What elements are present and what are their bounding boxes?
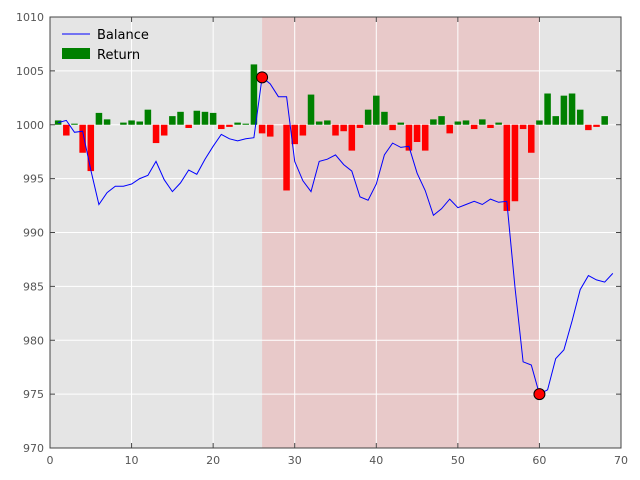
y-tick-label: 970 — [23, 442, 44, 455]
y-tick-label: 1000 — [16, 119, 44, 132]
return-bar — [544, 93, 551, 125]
return-bar — [413, 124, 421, 142]
return-bar — [348, 124, 356, 151]
return-bar — [528, 124, 535, 153]
return-bar — [54, 120, 62, 125]
return-bar — [479, 119, 486, 125]
return-bar — [103, 119, 111, 125]
return-bar — [299, 124, 307, 136]
return-bar — [511, 124, 519, 202]
return-bar — [397, 122, 405, 125]
legend-return-swatch — [62, 48, 90, 59]
return-bar — [389, 124, 396, 131]
return-bar — [601, 116, 608, 125]
x-tick-label: 50 — [451, 454, 465, 467]
return-bar — [593, 124, 600, 127]
return-bar — [209, 112, 217, 125]
y-tick-label: 1010 — [16, 11, 44, 24]
return-bar — [568, 93, 576, 125]
balance-line — [58, 76, 614, 395]
legend: Balance Return — [62, 28, 149, 63]
return-bar — [250, 64, 258, 125]
return-bar — [185, 124, 192, 128]
y-tick-label: 1005 — [16, 65, 44, 78]
return-bar — [585, 124, 592, 131]
x-tick-label: 30 — [288, 454, 302, 467]
return-bar — [283, 124, 290, 191]
return-bar — [340, 124, 347, 132]
y-tick-label: 975 — [23, 388, 44, 401]
x-tick-label: 70 — [614, 454, 628, 467]
return-bar — [446, 124, 453, 134]
return-bar — [487, 124, 494, 128]
return-bar — [291, 124, 298, 145]
return-bar — [356, 124, 364, 128]
return-bar — [462, 120, 470, 125]
legend-return-label: Return — [97, 48, 140, 63]
return-bar — [332, 124, 339, 136]
return-bar — [315, 121, 323, 125]
return-bar — [201, 111, 209, 125]
return-bar — [218, 124, 225, 130]
y-tick-label: 995 — [23, 173, 44, 186]
x-tick-label: 40 — [369, 454, 383, 467]
return-bar — [421, 124, 429, 151]
return-bar — [307, 94, 315, 125]
return-bar — [552, 116, 560, 125]
return-bar — [576, 109, 584, 125]
x-tick-label: 20 — [206, 454, 220, 467]
return-bar — [560, 95, 568, 125]
return-bar — [470, 124, 478, 130]
extreme-marker — [533, 388, 546, 401]
return-bar — [438, 116, 445, 125]
y-tick-label: 990 — [23, 227, 44, 240]
return-bar — [226, 124, 233, 127]
return-bar — [95, 112, 103, 125]
return-bar — [71, 123, 78, 125]
return-bar — [381, 111, 388, 125]
x-tick-label: 0 — [47, 454, 54, 467]
return-bar — [405, 124, 413, 151]
return-bar — [364, 109, 372, 125]
return-bar — [63, 124, 70, 136]
return-bar — [430, 119, 437, 125]
return-bar — [87, 124, 95, 172]
return-bar — [152, 124, 160, 144]
return-bar — [454, 121, 462, 125]
y-tick-label: 985 — [23, 280, 44, 293]
return-bar — [266, 124, 274, 137]
extreme-marker — [256, 71, 269, 84]
return-bar — [177, 111, 184, 125]
return-bar — [79, 124, 86, 153]
return-bar — [120, 122, 127, 125]
x-tick-label: 10 — [125, 454, 139, 467]
return-bar — [324, 120, 331, 125]
return-bar — [373, 95, 380, 125]
x-tick-label: 60 — [532, 454, 546, 467]
return-bar — [128, 120, 135, 125]
return-bar — [495, 122, 502, 125]
return-bar — [536, 120, 543, 125]
return-bar — [144, 109, 152, 125]
return-bar — [169, 116, 176, 125]
return-bar — [503, 124, 511, 211]
return-bar — [234, 122, 241, 125]
return-bar — [136, 121, 143, 125]
return-bar — [242, 123, 250, 125]
return-bar — [519, 124, 527, 130]
return-bar — [193, 110, 201, 125]
return-bar — [160, 124, 168, 136]
return-bar — [258, 124, 266, 134]
legend-balance-label: Balance — [97, 28, 149, 43]
y-tick-label: 980 — [23, 334, 44, 347]
